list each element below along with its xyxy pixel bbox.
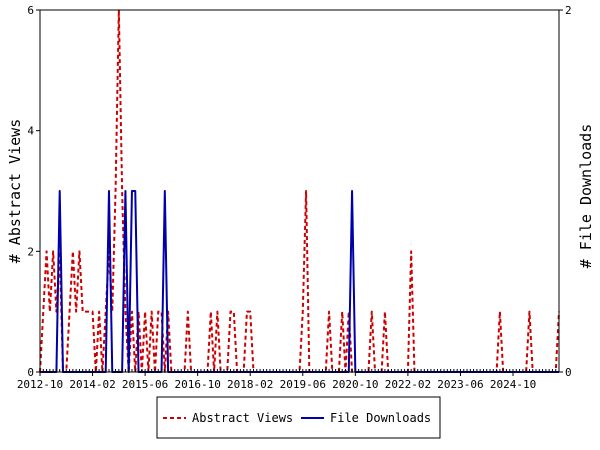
x-tick-label: 2016-10 — [174, 378, 220, 391]
series-line-abstract-views — [39, 9, 560, 373]
x-tick-label: 2018-02 — [227, 378, 273, 391]
x-tick-label: 2023-06 — [437, 378, 483, 391]
y2-axis-label: # File Downloads — [577, 124, 595, 269]
legend-label-abstract-views: Abstract Views — [192, 411, 293, 425]
x-tick-label: 2020-10 — [332, 378, 378, 391]
y-axis-label: # Abstract Views — [6, 119, 24, 264]
y2-tick-label: 2 — [565, 4, 572, 17]
y-tick-label: 2 — [27, 245, 34, 258]
y-ticks: 0 2 4 6 — [27, 4, 40, 379]
x-tick-label: 2022-02 — [385, 378, 431, 391]
legend: Abstract Views File Downloads — [156, 396, 441, 439]
y2-tick-label: 0 — [565, 366, 572, 379]
legend-label-file-downloads: File Downloads — [330, 411, 431, 425]
legend-box — [156, 396, 441, 439]
x-tick-label: 2019-06 — [280, 378, 326, 391]
y-tick-label: 0 — [27, 366, 34, 379]
x-tick-label: 2012-10 — [17, 378, 63, 391]
x-tick-label: 2014-02 — [69, 378, 115, 391]
y-tick-label: 4 — [27, 125, 34, 138]
y-tick-label: 6 — [27, 4, 34, 17]
chart-marks — [39, 9, 560, 373]
series-line-file-downloads — [40, 190, 559, 373]
x-ticks: 2012-10 2014-02 2015-06 2016-10 2018-02 2019-… — [17, 369, 560, 391]
x-tick-label: 2024-10 — [490, 378, 536, 391]
x-tick-label: 2015-06 — [122, 378, 168, 391]
y2-ticks: 02 — [559, 4, 572, 379]
